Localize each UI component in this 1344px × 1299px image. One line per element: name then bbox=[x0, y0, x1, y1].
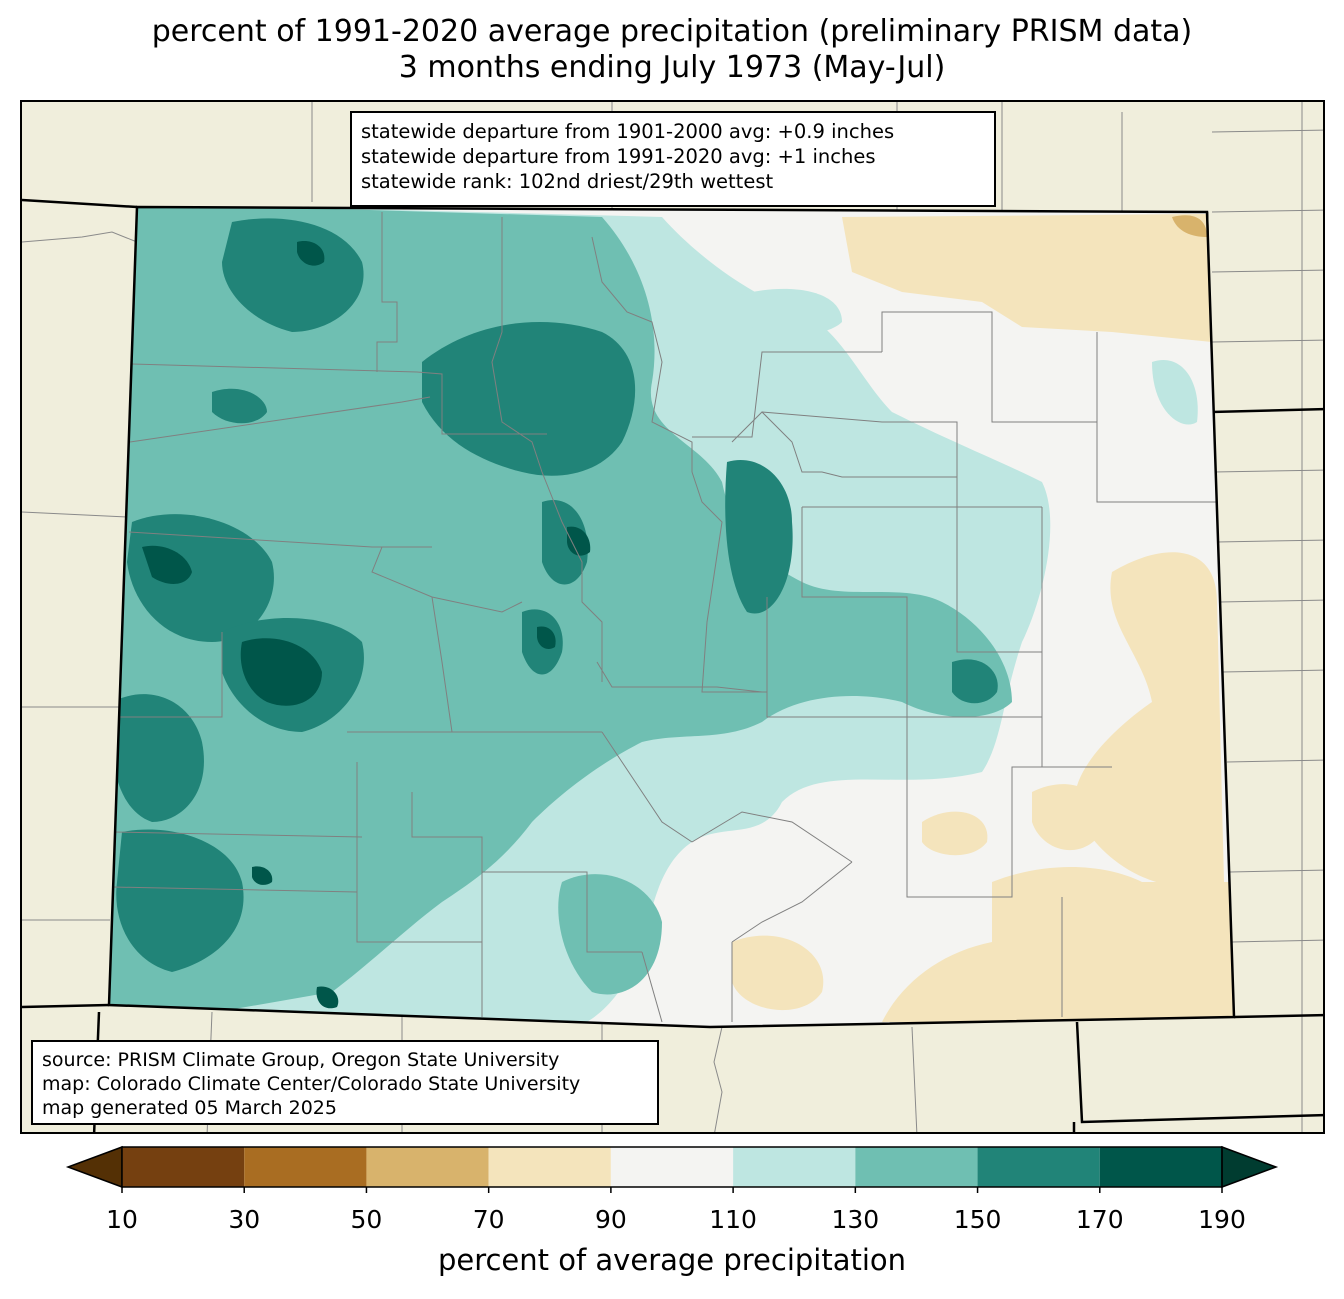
colorado-border bbox=[107, 205, 1236, 1029]
colorbar-swatch bbox=[1099, 1147, 1222, 1187]
colorbar bbox=[65, 1145, 1279, 1193]
colorbar-swatch bbox=[366, 1147, 489, 1187]
source-line-1: source: PRISM Climate Group, Oregon Stat… bbox=[42, 1049, 560, 1071]
colorbar-swatch bbox=[244, 1147, 367, 1187]
statewide-stats-box: statewide departure from 1901-2000 avg: … bbox=[350, 111, 996, 207]
colorbar-label: percent of average precipitation bbox=[437, 1243, 907, 1277]
colorbar-tick-label: 30 bbox=[228, 1205, 261, 1234]
colorbar-tick-label: 70 bbox=[472, 1205, 505, 1234]
colorado-precip-map bbox=[22, 102, 1323, 1132]
colorbar-over-arrow bbox=[1221, 1145, 1279, 1189]
map-title: percent of 1991-2020 average precipitati… bbox=[0, 14, 1344, 86]
colorbar-tick-label: 150 bbox=[953, 1205, 1002, 1234]
source-line-2: map: Colorado Climate Center/Colorado St… bbox=[42, 1073, 581, 1095]
precip-field bbox=[109, 207, 1234, 1027]
map-panel bbox=[20, 100, 1325, 1134]
colorbar-tick-label: 170 bbox=[1075, 1205, 1124, 1234]
colorbar-tick-label: 10 bbox=[106, 1205, 138, 1234]
colorbar-outline bbox=[121, 1146, 1223, 1188]
stats-line-3: statewide rank: 102nd driest/29th wettes… bbox=[361, 170, 774, 193]
colorbar-tick-label: 110 bbox=[709, 1205, 757, 1234]
colorbar-under-arrow bbox=[65, 1145, 123, 1189]
colorbar-tick-label: 130 bbox=[831, 1205, 880, 1234]
colorbar-swatch bbox=[122, 1147, 245, 1187]
title-line-2: 3 months ending July 1973 (May-Jul) bbox=[398, 50, 946, 85]
colorbar-swatch bbox=[733, 1147, 856, 1187]
colorbar-swatch bbox=[855, 1147, 978, 1187]
colorbar-tick-label: 50 bbox=[350, 1205, 383, 1234]
stats-line-2: statewide departure from 1991-2020 avg: … bbox=[361, 145, 876, 168]
source-line-3: map generated 05 March 2025 bbox=[42, 1097, 337, 1119]
stats-line-1: statewide departure from 1901-2000 avg: … bbox=[361, 120, 895, 143]
colorbar-swatch bbox=[488, 1147, 611, 1187]
colorbar-tick-label: 90 bbox=[594, 1205, 627, 1234]
colorbar-swatch bbox=[610, 1147, 734, 1187]
colorbar-tick-label: 190 bbox=[1198, 1205, 1246, 1234]
colorado-county-lines bbox=[111, 212, 1217, 1023]
colorbar-swatch bbox=[977, 1147, 1100, 1187]
title-line-1: percent of 1991-2020 average precipitati… bbox=[151, 14, 1193, 49]
source-box: source: PRISM Climate Group, Oregon Stat… bbox=[31, 1040, 659, 1125]
